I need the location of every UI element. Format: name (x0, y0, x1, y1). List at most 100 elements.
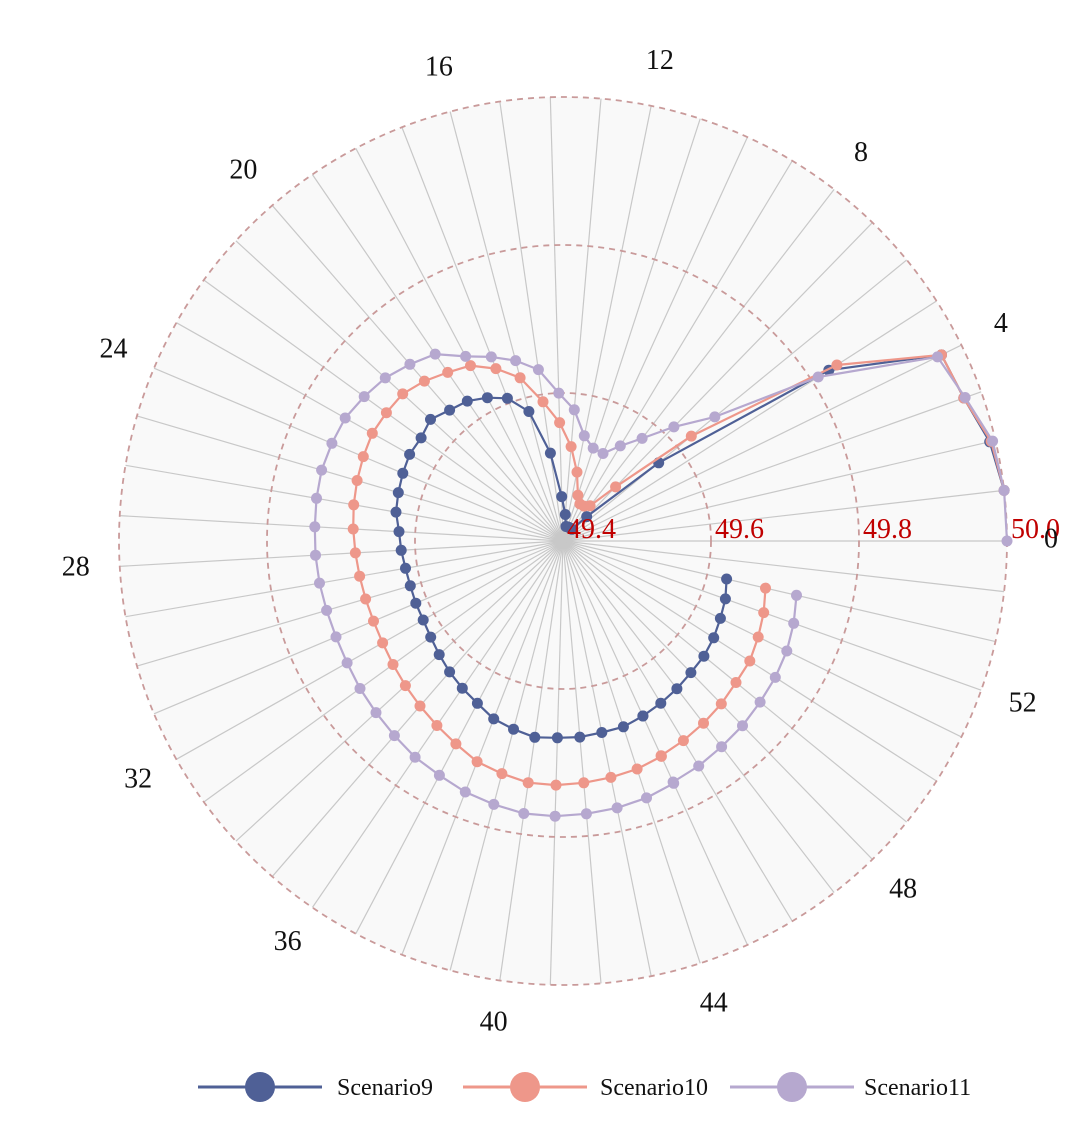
data-point (349, 547, 361, 559)
data-point (568, 404, 580, 416)
angular-gridline (203, 540, 564, 803)
data-point (485, 351, 497, 363)
angular-gridline (562, 540, 996, 643)
data-point (553, 387, 565, 399)
radial-tick-labels: 49.4 49.6 49.8 50.0 (567, 514, 1060, 545)
data-point (410, 597, 422, 609)
angular-tick-label: 44 (700, 988, 728, 1019)
radial-tick-label: 49.8 (863, 514, 912, 545)
angular-gridline (176, 540, 564, 760)
data-point (571, 466, 583, 478)
legend-item-scenario11: Scenario11 (730, 1072, 971, 1102)
data-point (709, 411, 721, 423)
data-point (488, 713, 500, 725)
data-point (496, 768, 508, 780)
angular-gridline (562, 259, 908, 542)
data-point (655, 750, 667, 762)
angular-gridline (401, 540, 564, 955)
data-point (395, 544, 407, 556)
angular-gridline (549, 97, 564, 542)
data-point (514, 372, 526, 384)
data-point (581, 511, 593, 523)
angular-gridline (125, 540, 564, 618)
angular-gridline (119, 515, 564, 542)
data-point (737, 720, 748, 732)
data-point (399, 680, 411, 692)
data-point (433, 649, 445, 661)
angular-gridline (449, 540, 564, 971)
data-point (354, 683, 366, 694)
data-point (429, 348, 441, 360)
data-point (959, 392, 971, 403)
data-point (510, 355, 522, 367)
data-point (714, 612, 726, 624)
data-point (460, 350, 472, 362)
angular-gridline (562, 160, 793, 542)
data-point (597, 448, 609, 459)
data-point (444, 404, 456, 416)
data-point (433, 769, 445, 781)
data-point (754, 696, 766, 708)
data-point (431, 720, 443, 731)
angular-gridline (119, 540, 564, 567)
data-point (330, 631, 342, 643)
angular-gridline (499, 101, 564, 542)
angular-gridline (562, 300, 937, 542)
data-point (501, 392, 513, 404)
data-point (685, 667, 697, 679)
data-point (641, 792, 652, 804)
angular-gridline (562, 136, 748, 542)
data-point (544, 447, 556, 459)
data-point (388, 730, 400, 742)
data-point (387, 659, 399, 670)
angular-gridline (449, 111, 564, 542)
angular-tick-label: 8 (854, 137, 868, 168)
angular-gridline (562, 439, 996, 542)
data-point (357, 451, 369, 463)
data-point (1001, 535, 1013, 547)
data-point (481, 392, 493, 404)
data-point (667, 776, 679, 788)
data-point (404, 448, 416, 460)
series-scenario10 (347, 349, 1010, 791)
legend-marker (777, 1072, 807, 1102)
data-point (309, 521, 321, 533)
data-point (671, 683, 683, 695)
data-point (532, 364, 544, 376)
data-point (471, 697, 483, 709)
data-point (404, 580, 416, 592)
data-point (404, 358, 416, 370)
radial-tick-label: 49.4 (567, 514, 616, 545)
legend-item-scenario9: Scenario9 (198, 1072, 433, 1102)
data-point (392, 487, 404, 499)
angular-gridline (562, 540, 835, 893)
data-point (418, 375, 430, 387)
data-point (348, 499, 360, 511)
angular-gridline (562, 540, 748, 946)
radial-tick-label: 49.6 (715, 514, 764, 545)
angular-gridline (125, 464, 564, 542)
data-point (347, 523, 359, 535)
data-point (444, 666, 456, 678)
data-point (409, 751, 421, 763)
data-point (310, 549, 321, 561)
data-point (637, 710, 649, 722)
data-point (321, 604, 333, 616)
data-point (610, 481, 622, 493)
data-point (316, 464, 328, 476)
data-point (685, 430, 697, 442)
data-point (614, 440, 626, 452)
data-point (574, 498, 586, 510)
legend-label: Scenario9 (337, 1075, 433, 1101)
data-point (998, 484, 1010, 496)
legend-marker (245, 1072, 275, 1102)
data-point (425, 413, 436, 425)
data-point (450, 738, 462, 750)
data-point (360, 593, 372, 605)
data-point (812, 371, 824, 383)
data-point (693, 760, 705, 772)
angular-tick-label: 16 (425, 51, 453, 82)
data-point (580, 808, 592, 820)
